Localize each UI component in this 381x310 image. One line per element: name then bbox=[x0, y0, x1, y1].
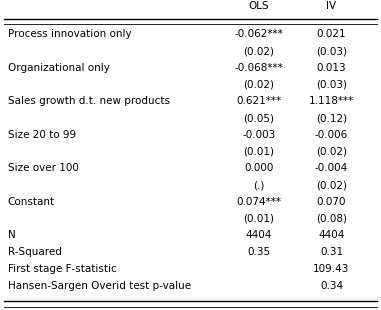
Text: -0.004: -0.004 bbox=[315, 163, 348, 173]
Text: 0.31: 0.31 bbox=[320, 247, 343, 257]
Text: -0.062***: -0.062*** bbox=[235, 29, 283, 39]
Text: 4404: 4404 bbox=[318, 230, 345, 240]
Text: Organizational only: Organizational only bbox=[8, 63, 109, 73]
Text: -0.003: -0.003 bbox=[242, 130, 276, 140]
Text: R-Squared: R-Squared bbox=[8, 247, 61, 257]
Text: -0.006: -0.006 bbox=[315, 130, 348, 140]
Text: 0.000: 0.000 bbox=[244, 163, 274, 173]
Text: 0.621***: 0.621*** bbox=[237, 96, 282, 106]
Text: (0.03): (0.03) bbox=[316, 46, 347, 56]
Text: (0.03): (0.03) bbox=[316, 80, 347, 90]
Text: 0.021: 0.021 bbox=[317, 29, 346, 39]
Text: Sales growth d.t. new products: Sales growth d.t. new products bbox=[8, 96, 170, 106]
Text: OLS: OLS bbox=[249, 1, 269, 11]
Text: (0.08): (0.08) bbox=[316, 214, 347, 224]
Text: 0.074***: 0.074*** bbox=[237, 197, 282, 207]
Text: (0.02): (0.02) bbox=[316, 147, 347, 157]
Text: 0.34: 0.34 bbox=[320, 281, 343, 290]
Text: Hansen-Sargen Overid test p-value: Hansen-Sargen Overid test p-value bbox=[8, 281, 191, 290]
Text: Size over 100: Size over 100 bbox=[8, 163, 78, 173]
Text: 0.013: 0.013 bbox=[317, 63, 346, 73]
Text: 0.070: 0.070 bbox=[317, 197, 346, 207]
Text: (0.02): (0.02) bbox=[243, 46, 275, 56]
Text: (0.05): (0.05) bbox=[243, 113, 275, 123]
Text: 1.118***: 1.118*** bbox=[309, 96, 354, 106]
Text: Size 20 to 99: Size 20 to 99 bbox=[8, 130, 76, 140]
Text: N: N bbox=[8, 230, 15, 240]
Text: (0.02): (0.02) bbox=[316, 180, 347, 190]
Text: (0.01): (0.01) bbox=[243, 214, 275, 224]
Text: 4404: 4404 bbox=[246, 230, 272, 240]
Text: (.): (.) bbox=[253, 180, 265, 190]
Text: -0.068***: -0.068*** bbox=[235, 63, 283, 73]
Text: (0.12): (0.12) bbox=[316, 113, 347, 123]
Text: IV: IV bbox=[327, 1, 336, 11]
Text: 0.35: 0.35 bbox=[248, 247, 271, 257]
Text: Constant: Constant bbox=[8, 197, 55, 207]
Text: (0.01): (0.01) bbox=[243, 147, 275, 157]
Text: (0.02): (0.02) bbox=[243, 80, 275, 90]
Text: Process innovation only: Process innovation only bbox=[8, 29, 131, 39]
Text: 109.43: 109.43 bbox=[313, 264, 350, 274]
Text: First stage F-statistic: First stage F-statistic bbox=[8, 264, 116, 274]
